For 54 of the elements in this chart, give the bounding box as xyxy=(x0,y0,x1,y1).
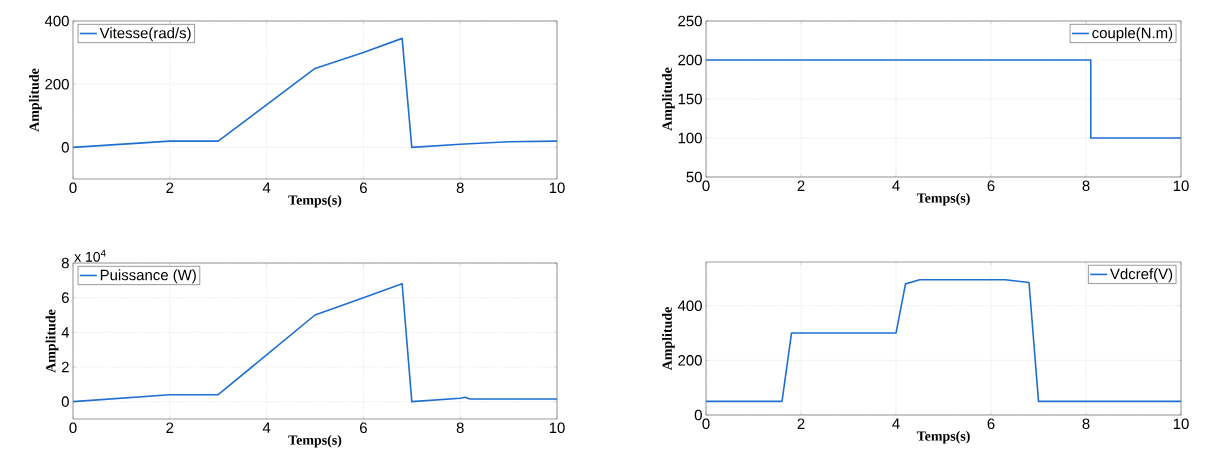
x-tick-label: 10 xyxy=(1173,418,1189,430)
x-tick-label: 0 xyxy=(702,418,710,430)
legend-label: Puissance (W) xyxy=(100,269,196,284)
x-tick-label: 6 xyxy=(987,418,995,430)
x-tick-label: 4 xyxy=(892,418,900,429)
x-axis-title: Temps(s) xyxy=(916,430,970,444)
x-tick-label: 10 xyxy=(1173,180,1189,192)
y-tick-label: 200 xyxy=(45,78,69,90)
x-axis-title: Temps(s) xyxy=(288,434,342,448)
text: x 10$^{4}$ xyxy=(74,249,106,262)
y-tick-label: 8 xyxy=(61,257,69,269)
y-tick-label: 0 xyxy=(61,396,69,407)
y-tick-label: 400 xyxy=(44,15,69,27)
x-tick-label: 10 xyxy=(549,182,565,194)
x-tick-label: 2 xyxy=(797,180,805,191)
x-tick-label: 2 xyxy=(166,422,174,433)
y-axis-title: Amplitude xyxy=(45,309,59,373)
x-tick-label: 8 xyxy=(456,422,464,434)
y-tick-label: 0 xyxy=(694,409,702,421)
x-axis-title: Temps(s) xyxy=(288,194,342,208)
x-tick-label: 2 xyxy=(797,418,805,429)
y-tick-label: 6 xyxy=(61,292,69,303)
y-tick-label: 50 xyxy=(686,171,702,183)
y-axis-title: Amplitude xyxy=(662,67,675,131)
x-tick-label: 0 xyxy=(702,180,710,192)
x-tick-label: 6 xyxy=(360,422,367,434)
x-tick-label: 10 xyxy=(549,422,565,434)
x-tick-label: 0 xyxy=(69,182,77,194)
x-tick-label: 8 xyxy=(456,182,464,194)
x-tick-label: 4 xyxy=(892,180,900,191)
y-tick-label: 2 xyxy=(61,361,69,373)
y-tick-label: 100 xyxy=(678,132,702,144)
legend-label: couple(N.m) xyxy=(1092,27,1173,42)
y-axis-title: Amplitude xyxy=(662,307,675,371)
x-tick-label: 2 xyxy=(166,182,174,193)
y-tick-label: 200 xyxy=(678,54,702,66)
y-tick-label: 200 xyxy=(678,355,702,366)
legend-label: Vdcref(V) xyxy=(1110,268,1173,283)
x-tick-label: 0 xyxy=(69,422,77,434)
x-tick-label: 6 xyxy=(987,180,995,192)
legend-label: Vitesse(rad/s) xyxy=(99,27,191,42)
y-axis-title: Amplitude xyxy=(29,68,42,132)
y-tick-label: 150 xyxy=(678,93,702,105)
y-tick-label: 0 xyxy=(61,142,69,153)
x-tick-label: 8 xyxy=(1082,180,1090,192)
x-axis-title: Temps(s) xyxy=(916,192,970,206)
y-tick-label: 4 xyxy=(61,327,70,338)
x-tick-label: 4 xyxy=(262,182,271,193)
y-tick-label: 400 xyxy=(677,300,702,311)
x-tick-label: 6 xyxy=(360,182,367,194)
x-tick-label: 4 xyxy=(262,422,271,433)
line-series xyxy=(73,283,558,403)
x-tick-label: 8 xyxy=(1082,418,1090,430)
y-tick-label: 250 xyxy=(678,15,702,27)
